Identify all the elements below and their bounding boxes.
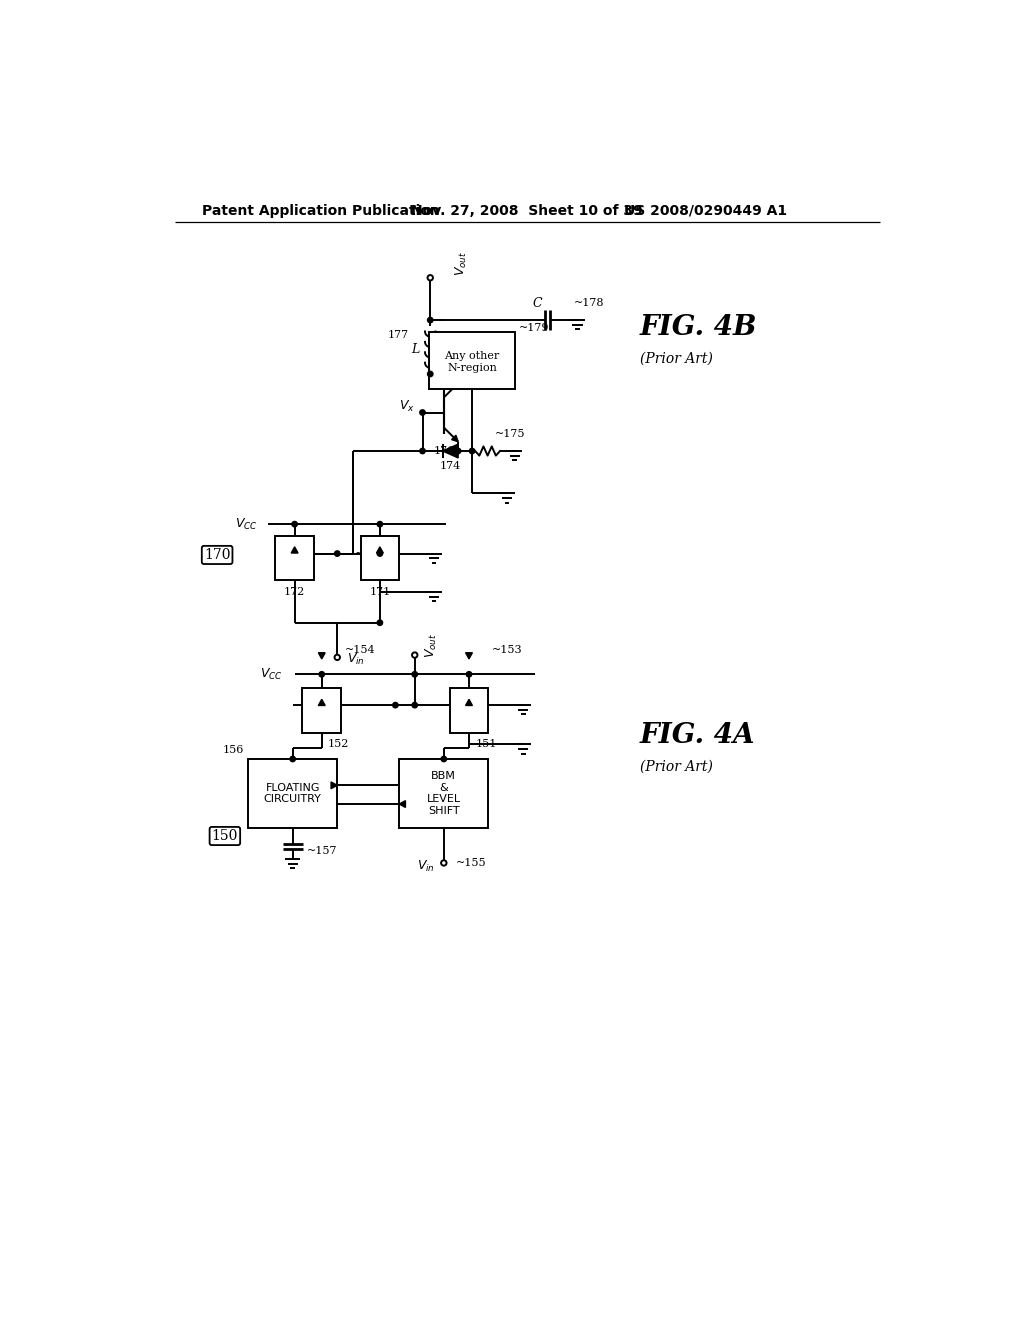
Text: $V_{out}$: $V_{out}$	[454, 251, 469, 276]
Circle shape	[392, 702, 398, 708]
Circle shape	[377, 550, 383, 556]
Text: FLOATING
CIRCUITRY: FLOATING CIRCUITRY	[264, 783, 322, 804]
Circle shape	[466, 672, 472, 677]
Bar	[450, 688, 488, 733]
Text: 172: 172	[284, 587, 305, 597]
Text: ~179: ~179	[518, 323, 549, 333]
Text: C: C	[532, 297, 542, 310]
Circle shape	[428, 371, 433, 376]
Circle shape	[456, 449, 461, 454]
Circle shape	[420, 449, 425, 454]
Text: FIG. 4B: FIG. 4B	[640, 314, 757, 342]
Text: $V_{CC}$: $V_{CC}$	[236, 516, 258, 532]
Polygon shape	[318, 653, 326, 659]
Bar	[399, 759, 488, 829]
Text: ~153: ~153	[493, 644, 523, 655]
Text: $V_{in}$: $V_{in}$	[417, 859, 434, 874]
Text: ~155: ~155	[456, 858, 486, 869]
Polygon shape	[331, 781, 337, 789]
Circle shape	[335, 550, 340, 556]
Circle shape	[335, 655, 340, 660]
Circle shape	[377, 620, 383, 626]
Polygon shape	[466, 700, 472, 705]
Polygon shape	[442, 444, 458, 458]
Circle shape	[292, 521, 297, 527]
Text: Patent Application Publication: Patent Application Publication	[202, 203, 439, 218]
Circle shape	[412, 652, 418, 657]
Circle shape	[377, 521, 383, 527]
Bar	[429, 331, 515, 389]
Text: ~175: ~175	[496, 429, 526, 440]
Text: Nov. 27, 2008  Sheet 10 of 39: Nov. 27, 2008 Sheet 10 of 39	[411, 203, 642, 218]
Polygon shape	[291, 546, 298, 553]
Polygon shape	[377, 546, 383, 553]
Text: 176: 176	[434, 446, 456, 455]
Bar	[302, 688, 341, 733]
Text: ~154: ~154	[345, 644, 376, 655]
Circle shape	[412, 702, 418, 708]
Circle shape	[441, 861, 446, 866]
Text: 170: 170	[204, 548, 230, 562]
Text: US 2008/0290449 A1: US 2008/0290449 A1	[624, 203, 787, 218]
Text: (Prior Art): (Prior Art)	[640, 351, 713, 366]
Polygon shape	[466, 653, 472, 659]
Text: 152: 152	[328, 739, 349, 750]
Text: $V_x$: $V_x$	[399, 399, 415, 414]
Circle shape	[441, 756, 446, 762]
Text: L: L	[412, 343, 420, 356]
Text: N-region: N-region	[447, 363, 497, 374]
Text: 150: 150	[212, 829, 238, 843]
Text: $V_{CC}$: $V_{CC}$	[260, 667, 283, 682]
Text: 174: 174	[439, 462, 461, 471]
Text: ~173: ~173	[355, 549, 386, 558]
Text: ~178: ~178	[573, 298, 604, 308]
Circle shape	[412, 672, 418, 677]
Circle shape	[428, 317, 433, 323]
Text: FIG. 4A: FIG. 4A	[640, 722, 755, 750]
Polygon shape	[452, 436, 458, 442]
Circle shape	[469, 449, 475, 454]
Text: 170: 170	[204, 548, 230, 562]
Text: Any other: Any other	[444, 351, 500, 360]
Circle shape	[428, 275, 433, 280]
Text: 177: 177	[387, 330, 409, 341]
Text: $V_{out}$: $V_{out}$	[424, 634, 439, 659]
Polygon shape	[399, 801, 406, 808]
Text: 151: 151	[475, 739, 497, 750]
Text: (Prior Art): (Prior Art)	[640, 760, 713, 774]
Text: 171: 171	[370, 587, 390, 597]
Text: ~157: ~157	[306, 846, 337, 857]
Polygon shape	[318, 700, 326, 705]
Circle shape	[420, 409, 425, 416]
Text: 156: 156	[223, 744, 245, 755]
Bar	[248, 759, 337, 829]
Circle shape	[319, 672, 325, 677]
Circle shape	[290, 756, 295, 762]
Text: BBM
&
LEVEL
SHIFT: BBM & LEVEL SHIFT	[427, 771, 461, 816]
Bar	[360, 536, 399, 581]
Text: $V_{in}$: $V_{in}$	[346, 652, 365, 667]
Bar	[275, 536, 314, 581]
